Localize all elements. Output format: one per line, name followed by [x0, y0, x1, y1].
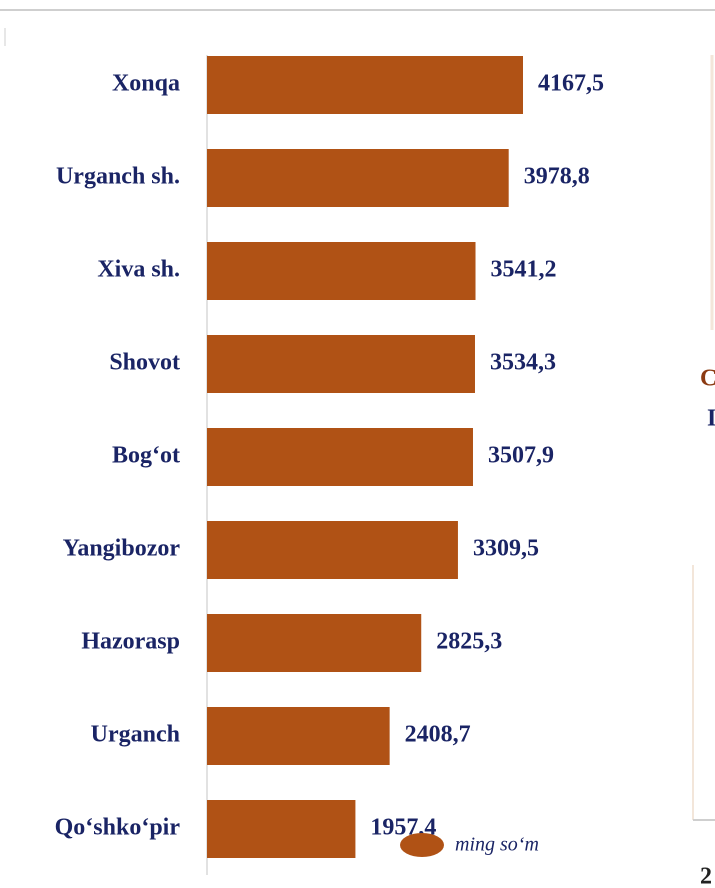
- category-label: Bog‘ot: [112, 443, 180, 469]
- value-label: 2408,7: [405, 722, 471, 748]
- category-label: Hazorasp: [81, 629, 180, 655]
- legend-label: ming so‘m: [455, 834, 539, 856]
- category-label: Urganch: [91, 722, 180, 748]
- bar: [207, 800, 356, 858]
- legend-swatch: [400, 833, 444, 857]
- category-label: Yangibozor: [63, 536, 181, 562]
- value-label: 3978,8: [524, 164, 590, 190]
- value-label: 3541,2: [491, 257, 557, 283]
- value-label: 2825,3: [436, 629, 502, 655]
- category-label: Xonqa: [112, 71, 180, 97]
- bar: [207, 521, 458, 579]
- fragment: I: [707, 406, 715, 432]
- category-label: Xiva sh.: [97, 257, 180, 283]
- bar: [207, 56, 523, 114]
- value-label: 4167,5: [538, 71, 604, 97]
- bar: [207, 335, 475, 393]
- bar: [207, 614, 422, 672]
- fragment: C: [700, 366, 715, 392]
- category-label: Qo‘shko‘pir: [55, 815, 181, 841]
- bar: [207, 149, 509, 207]
- category-label: Urganch sh.: [56, 164, 180, 190]
- value-label: 3507,9: [488, 443, 554, 469]
- fragment: 2: [700, 864, 712, 888]
- value-label: 3309,5: [473, 536, 539, 562]
- bar: [207, 428, 473, 486]
- bar: [207, 707, 390, 765]
- bar: [207, 242, 476, 300]
- category-label: Shovot: [109, 350, 180, 376]
- value-label: 3534,3: [490, 350, 556, 376]
